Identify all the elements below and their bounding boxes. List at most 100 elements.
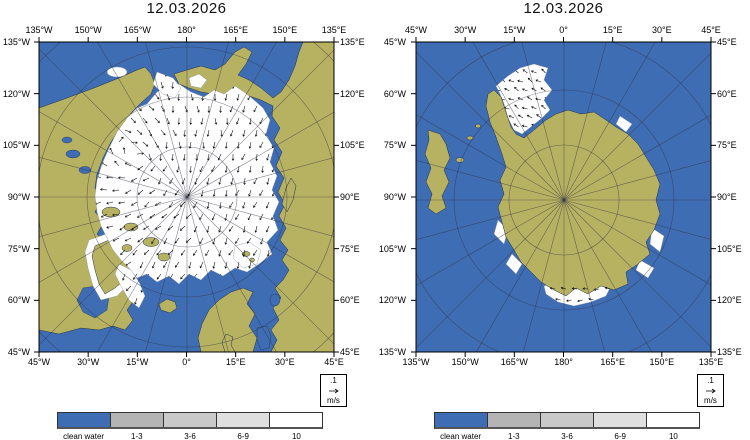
tick-label: 60°W [7, 295, 30, 306]
antarctic-left-longitude-labels: 45°W 60°W 75°W 90°W 105°W 120°W 135°W [378, 37, 406, 357]
graticule [416, 42, 711, 352]
tick-label: 150°W [451, 357, 479, 367]
tick-label: 135°W [2, 37, 30, 47]
tick-label: 90°W [383, 192, 406, 202]
legend-label: 10 [668, 432, 678, 440]
tick-label: 150°E [272, 25, 298, 35]
tick-label: 180° [554, 357, 573, 367]
tick-label: 60°W [383, 88, 406, 99]
ice-concentration-legend-right: clean water 1-3 3-6 6-9 10 [434, 412, 700, 440]
legend-color-bar [434, 412, 700, 429]
tick-label: 45°W [383, 37, 406, 47]
arctic-map-date-title: 12.03.2026 [146, 0, 227, 17]
vector-scale-value: .1 [707, 376, 714, 385]
tick-label: 15°W [503, 25, 526, 35]
lake [78, 166, 92, 174]
arctic-map [34, 37, 339, 357]
legend-labels: clean water 1-3 3-6 6-9 10 [434, 432, 700, 440]
baffin-bay-ice [114, 263, 146, 309]
legend-label: 1-3 [131, 432, 143, 440]
islet [475, 123, 481, 129]
tick-label: 30°W [454, 25, 477, 35]
vector-scale-unit: m/s [327, 396, 340, 405]
tick-label: 30°E [652, 25, 672, 35]
legend-label: clean water [63, 432, 105, 440]
coastal-ice [505, 253, 523, 275]
legend-label: 6-9 [237, 432, 249, 440]
tick-label: 30°E [275, 357, 295, 367]
arctic-top-longitude-labels: 135°W 150°W 165°W 180° 165°E 150°E 135°E [25, 25, 346, 36]
legend-label: 6-9 [614, 432, 626, 440]
baltic-sea [256, 325, 272, 351]
tick-label: 120°W [2, 88, 30, 99]
tick-label: 150°E [649, 357, 675, 367]
arctic-island [121, 244, 133, 252]
legend-label: 1-3 [508, 432, 520, 440]
coastal-ice [649, 227, 665, 253]
legend-swatch-3-6 [541, 413, 594, 427]
tick-label: 0° [182, 357, 191, 367]
arctic-island [142, 237, 160, 247]
tick-label: 75°W [7, 243, 30, 254]
british-isles [221, 333, 236, 352]
south-america-tip [424, 129, 451, 215]
tick-label: 15°E [225, 357, 246, 367]
vector-scale-value: .1 [330, 376, 337, 385]
antarctic-right-longitude-labels: 45°E 60°E 75°E 90°E 105°E 120°E 135°E [717, 37, 749, 357]
legend-label: clean water [440, 432, 482, 440]
antarctic-bottom-longitude-labels: 135°W 150°W 165°W 180° 165°E 150°E 135°E [402, 357, 723, 368]
tick-label: 90°W [7, 192, 30, 202]
legend-labels: clean water 1-3 3-6 6-9 10 [57, 432, 323, 440]
tick-label: 45°W [7, 347, 30, 357]
tick-label: 135°E [321, 25, 347, 35]
vector-scale-arrow-icon [328, 388, 339, 393]
tick-label: 15°W [126, 357, 149, 367]
tick-label: 75°E [717, 140, 737, 151]
vector-scale-unit: m/s [704, 396, 717, 405]
tick-label: 90°E [717, 192, 737, 202]
legend-swatch-3-6 [164, 413, 217, 427]
antarctic-map-date-title: 12.03.2026 [523, 0, 604, 17]
arctic-left-longitude-labels: 135°W 120°W 105°W 90°W 75°W 60°W 45°W [2, 37, 30, 357]
graticule [39, 42, 334, 352]
tick-label: 180° [177, 25, 196, 35]
antarctic-vector-scale-box: .1 m/s [697, 374, 724, 407]
tick-label: 120°E [340, 88, 365, 99]
tick-label: 45°W [27, 357, 51, 367]
arctic-bottom-longitude-labels: 45°W 30°W 15°W 0° 15°E 30°E 45°E [28, 357, 344, 368]
map-frame-ticks [34, 37, 339, 357]
tick-label: 165°E [600, 357, 625, 367]
tick-label: 45°E [701, 25, 721, 35]
tick-label: 135°E [698, 357, 724, 367]
svalbard [241, 251, 251, 257]
vector-scale-arrow-icon [705, 388, 716, 393]
tick-label: 60°E [340, 295, 360, 306]
bering-sea-ice [106, 66, 128, 78]
tick-label: 135°W [378, 347, 406, 357]
tick-label: 135°E [717, 347, 742, 357]
antarctica [485, 89, 661, 297]
lake [61, 136, 73, 144]
tick-label: 165°W [500, 357, 528, 367]
tick-label: 0° [559, 25, 568, 35]
iceland [158, 298, 178, 314]
legend-color-bar [57, 412, 323, 429]
tick-label: 105°E [717, 243, 742, 254]
tick-label: 15°E [602, 25, 623, 35]
ice-concentration-legend-left: clean water 1-3 3-6 6-9 10 [57, 412, 323, 440]
white-sea [269, 293, 281, 307]
antarctic-top-longitude-labels: 45°W 30°W 15°W 0° 15°E 30°E 45°E [405, 25, 721, 36]
falkland-islands [455, 157, 465, 163]
lake [65, 149, 81, 159]
tick-label: 75°E [340, 243, 360, 254]
scandinavia [197, 287, 258, 352]
legend-swatch-1-3 [488, 413, 541, 427]
legend-label: 3-6 [184, 432, 196, 440]
tick-label: 165°E [223, 25, 248, 35]
legend-label: 10 [291, 432, 301, 440]
eurasia-landmass [173, 42, 334, 352]
arctic-right-longitude-labels: 135°E 120°E 105°E 90°E 75°E 60°E 45°E [340, 37, 372, 357]
tick-label: 135°W [25, 25, 53, 35]
legend-swatch-clean-water [58, 413, 111, 427]
